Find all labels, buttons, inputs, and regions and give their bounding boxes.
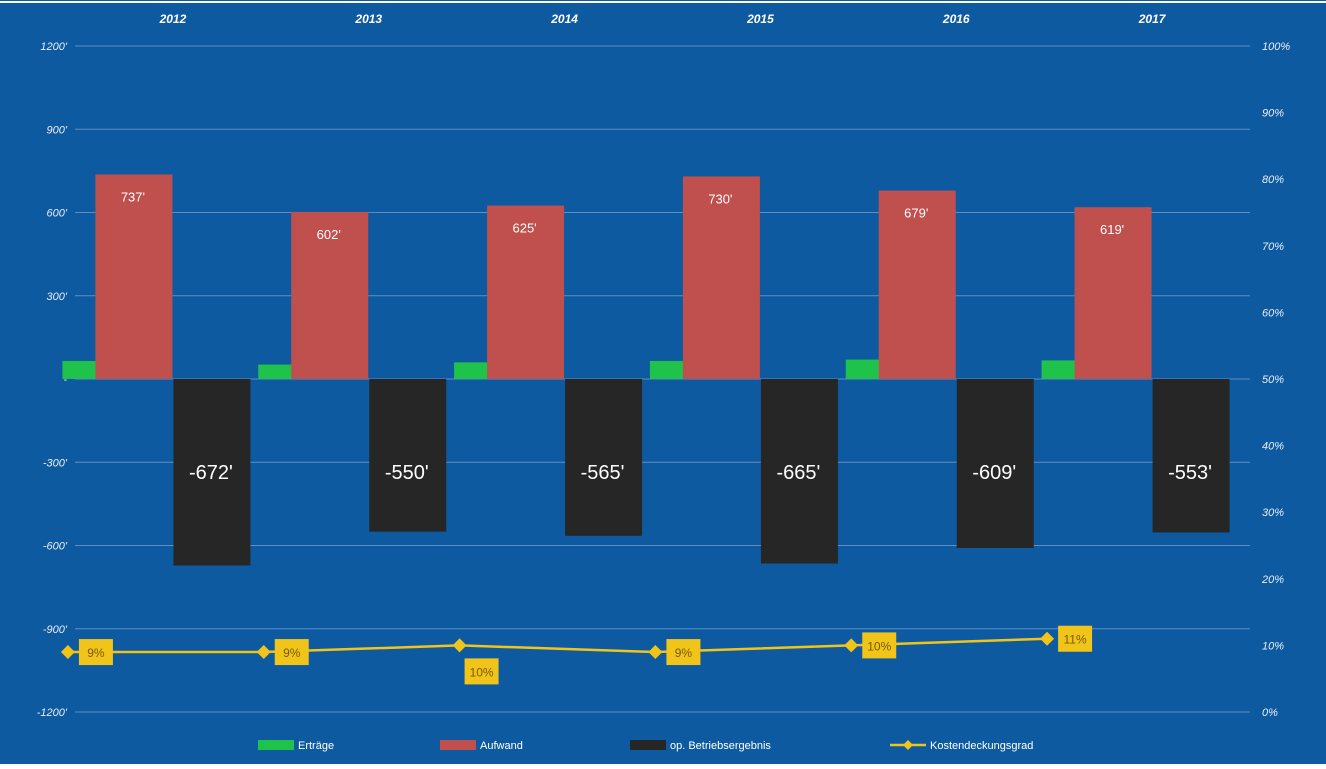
line-label-box <box>1058 625 1093 652</box>
y-tick-label: 300' <box>47 291 68 303</box>
y-tick-label: 600' <box>47 208 68 220</box>
line-label-box <box>78 639 113 666</box>
y2-tick-label: 50% <box>1262 374 1284 386</box>
bar-betriebsergebnis-label: -665' <box>776 462 820 484</box>
y2-tick-label: 30% <box>1262 507 1284 519</box>
legend-swatch <box>440 740 476 750</box>
legend-marker <box>903 740 913 750</box>
bar-aufwand-label: 730' <box>708 191 732 206</box>
line-label-box <box>274 639 309 666</box>
y2-tick-label: 60% <box>1262 307 1284 319</box>
line-marker <box>60 645 75 660</box>
bar-betriebsergebnis <box>760 379 838 564</box>
y-tick-label: -300' <box>43 457 68 469</box>
line-label: 9% <box>675 646 693 660</box>
category-label: 2017 <box>1138 12 1167 26</box>
category-label: 2012 <box>159 12 187 26</box>
y2-tick-label: 80% <box>1262 174 1284 186</box>
category-label: 2016 <box>942 12 970 26</box>
line-marker <box>452 638 467 653</box>
bar-betriebsergebnis <box>173 379 251 566</box>
bar-aufwand <box>1074 207 1152 379</box>
bar-aufwand <box>487 205 565 379</box>
y2-tick-label: 40% <box>1262 441 1284 453</box>
series-line-kostendeckungsgrad <box>67 637 1048 654</box>
legend-swatch <box>630 740 666 750</box>
legend-label: Kostendeckungsgrad <box>930 740 1033 752</box>
y2-tick-label: 0% <box>1262 707 1278 719</box>
line-marker <box>844 638 859 653</box>
legend-swatch <box>258 740 294 750</box>
bar-betriebsergebnis <box>565 379 643 536</box>
y2-tick-label: 20% <box>1261 574 1284 586</box>
y-tick-label: 1200' <box>40 41 67 53</box>
legend-label: op. Betriebsergebnis <box>670 740 771 752</box>
bar-aufwand-label: 602' <box>317 227 341 242</box>
line-label: 9% <box>87 646 105 660</box>
category-label: 2014 <box>550 12 578 26</box>
y-tick-label: -900' <box>43 624 68 636</box>
y2-tick-label: 10% <box>1262 640 1284 652</box>
y2-tick-label: 90% <box>1262 108 1284 120</box>
y2-tick-label: 100% <box>1262 41 1290 53</box>
bar-aufwand <box>878 190 956 379</box>
bar-aufwand <box>291 211 369 379</box>
bar-aufwand <box>682 176 760 379</box>
line-label: 10% <box>867 639 891 653</box>
category-label: 2015 <box>746 12 774 26</box>
legend-label: Aufwand <box>480 740 523 752</box>
y-tick-label: 900' <box>47 124 68 136</box>
bar-betriebsergebnis-label: -672' <box>189 462 233 484</box>
legend-label: Erträge <box>298 740 334 752</box>
line-label: 11% <box>1064 633 1087 647</box>
line-label: 10% <box>470 665 494 679</box>
line-marker <box>256 645 271 660</box>
bar-betriebsergebnis <box>956 379 1034 548</box>
y2-tick-label: 70% <box>1262 241 1284 253</box>
bar-aufwand-label: 619' <box>1100 222 1124 237</box>
y-tick-label: - <box>63 374 67 386</box>
bar-betriebsergebnis <box>369 379 447 532</box>
line-label-box <box>666 639 701 666</box>
bar-betriebsergebnis-label: -565' <box>581 462 625 484</box>
line-label-box <box>862 632 897 659</box>
line-label: 9% <box>283 646 301 660</box>
bar-aufwand <box>95 174 173 379</box>
line-label-box <box>464 658 499 685</box>
bar-betriebsergebnis-label: -550' <box>385 462 429 484</box>
bar-aufwand-label: 625' <box>512 221 536 236</box>
bar-betriebsergebnis-label: -553' <box>1168 462 1212 484</box>
line-marker <box>648 645 663 660</box>
line-marker <box>1040 631 1055 646</box>
y-tick-label: -1200' <box>37 707 68 719</box>
bar-betriebsergebnis-label: -609' <box>972 462 1016 484</box>
y-tick-label: -600' <box>43 541 68 553</box>
bar-aufwand-label: 737' <box>121 189 145 204</box>
bar-aufwand-label: 679' <box>904 206 928 221</box>
bar-betriebsergebnis <box>1152 379 1230 533</box>
category-label: 2013 <box>354 12 382 26</box>
